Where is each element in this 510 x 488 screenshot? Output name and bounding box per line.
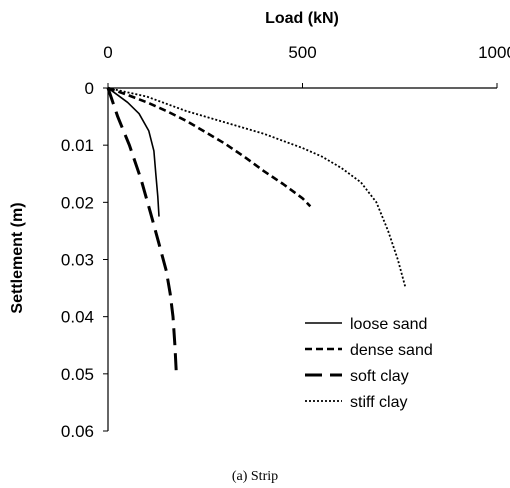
x-tick-label: 0 bbox=[103, 43, 112, 62]
y-tick-labels: 0 0.01 0.02 0.03 0.04 0.05 0.06 bbox=[61, 79, 108, 441]
series-lines bbox=[106, 86, 407, 377]
legend-label: dense sand bbox=[350, 342, 433, 359]
y-tick-label: 0.02 bbox=[61, 193, 94, 212]
legend: loose sand dense sand soft clay stiff clay bbox=[305, 316, 433, 411]
series-line-soft-clay bbox=[106, 87, 178, 377]
legend-label: loose sand bbox=[350, 316, 427, 333]
plot-frame bbox=[107, 87, 497, 431]
x-tick-labels: 0 500 1000 bbox=[103, 43, 510, 88]
y-tick-label: 0.05 bbox=[61, 365, 94, 384]
legend-label: stiff clay bbox=[350, 394, 408, 411]
legend-label: soft clay bbox=[350, 368, 409, 385]
y-tick-label: 0 bbox=[85, 79, 94, 98]
y-tick-label: 0.04 bbox=[61, 308, 94, 327]
x-tick-label: 1000 bbox=[478, 43, 510, 62]
x-tick-label: 500 bbox=[288, 43, 316, 62]
y-tick-label: 0.06 bbox=[61, 422, 94, 441]
series-line-stiff-clay bbox=[107, 87, 407, 289]
x-axis-title: Load (kN) bbox=[265, 10, 339, 27]
y-tick-label: 0.03 bbox=[61, 251, 94, 270]
series-line-dense-sand bbox=[107, 86, 312, 208]
series-line-loose-sand bbox=[107, 87, 160, 217]
y-tick-label: 0.01 bbox=[61, 136, 94, 155]
figure-caption: (a) Strip bbox=[232, 469, 278, 484]
y-axis-title: Settlement (m) bbox=[9, 202, 26, 313]
